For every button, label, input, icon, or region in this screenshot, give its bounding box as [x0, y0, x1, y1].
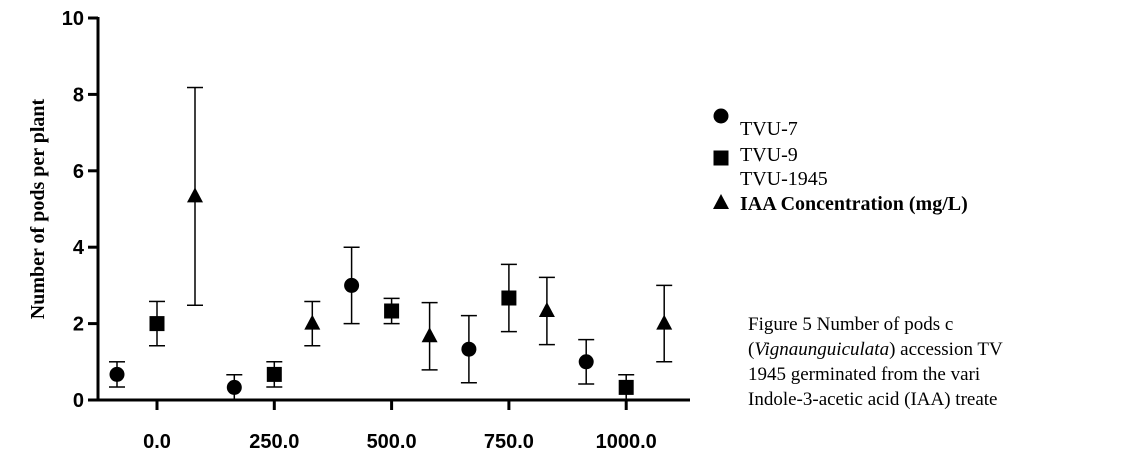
legend-label: TVU-9 — [740, 144, 798, 166]
y-tick-label: 4 — [73, 237, 85, 259]
y-tick-label: 6 — [73, 161, 84, 183]
y-tick-label: 8 — [73, 84, 84, 106]
caption: Figure 5 Number of pods c (Vignaunguicula… — [748, 312, 1123, 412]
caption-text: 1945 germinated from the vari — [748, 364, 981, 385]
legend-marker — [713, 150, 729, 166]
point — [501, 290, 517, 306]
x-tick-label: 500.0 — [367, 431, 417, 453]
x-tick-label: 1000.0 — [596, 431, 657, 453]
point — [656, 314, 673, 330]
point — [421, 327, 438, 343]
point — [226, 379, 242, 395]
x-tick-label: 750.0 — [484, 431, 534, 453]
caption-text: Vignaunguiculata — [754, 339, 890, 360]
point — [461, 341, 477, 357]
legend-label: TVU-7 — [740, 118, 798, 140]
point — [266, 366, 282, 382]
x-tick-label: 0.0 — [143, 431, 171, 453]
caption-text: Indole-3-acetic acid (IAA) treate — [748, 389, 998, 410]
y-tick-label: 10 — [62, 8, 84, 30]
caption-text: Figure 5 Number of pods c — [748, 314, 954, 335]
point — [538, 301, 555, 317]
legend-label: TVU-1945 — [740, 168, 828, 190]
legend-marker — [713, 108, 729, 124]
point — [109, 366, 125, 382]
caption-text: ) accession TV — [889, 339, 1003, 360]
x-axis-label: IAA Concentration (mg/L) — [740, 193, 968, 215]
caption-line: 1945 germinated from the vari — [748, 362, 1123, 387]
caption-line: Figure 5 Number of pods c — [748, 312, 1123, 337]
legend-marker — [713, 194, 729, 209]
point — [578, 354, 594, 370]
caption-line: (Vignaunguiculata) accession TV — [748, 337, 1123, 362]
point — [149, 316, 165, 332]
point — [344, 277, 360, 293]
y-tick-label: 2 — [73, 314, 84, 336]
caption-line: Indole-3-acetic acid (IAA) treate — [748, 387, 1123, 412]
point — [384, 303, 400, 319]
y-axis-label: Number of pods per plant — [27, 98, 49, 319]
point — [304, 314, 321, 330]
point — [618, 379, 634, 395]
x-tick-label: 250.0 — [249, 431, 299, 453]
caption-text: ( — [748, 339, 755, 360]
y-tick-label: 0 — [73, 390, 84, 412]
point — [187, 187, 203, 203]
